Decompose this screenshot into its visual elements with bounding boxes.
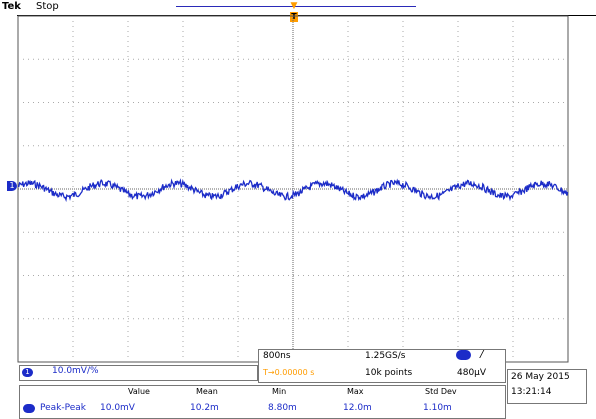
datetime-readout (507, 369, 587, 404)
horizontal-scale: 800ns (263, 351, 291, 361)
acquisition-state: Stop (36, 1, 59, 12)
channel-1-ground-marker[interactable]: 1 (7, 181, 17, 191)
measurement-header-mean: Mean (196, 387, 218, 396)
measurement-source-icon (23, 404, 35, 413)
record-length: 10k points (365, 368, 413, 378)
record-view-bar (176, 6, 416, 7)
channel-1-indicator-icon: 1 (22, 368, 33, 377)
measurement-min: 8.80m (268, 403, 297, 413)
measurement-max: 12.0m (343, 403, 372, 413)
measurement-header-min: Min (272, 387, 287, 396)
sample-rate: 1.25GS/s (365, 351, 406, 361)
trigger-position-arrow-icon: ▼ (290, 1, 298, 11)
trigger-source-icon (456, 350, 471, 360)
measurement-mean: 10.2m (190, 403, 219, 413)
channel-1-waveform (17, 178, 569, 203)
measurement-name: Peak-Peak (40, 403, 86, 413)
horizontal-delay: T→0.00000 s (263, 368, 315, 377)
measurement-header-max: Max (347, 387, 364, 396)
measurement-header-std-dev: Std Dev (425, 387, 457, 396)
measurement-value: 10.0mV (100, 403, 135, 413)
trigger-slope-icon: / (480, 349, 484, 360)
trigger-level: 480µV (457, 368, 487, 378)
channel-1-scale: 10.0mV/% (52, 366, 99, 376)
date: 26 May 2015 (511, 372, 570, 382)
brand-logo: Tek (2, 1, 21, 12)
channel-1-readout[interactable] (19, 365, 258, 381)
measurement-std-dev: 1.10m (423, 403, 452, 413)
graticule-grid (18, 16, 568, 362)
measurement-header-value: Value (128, 387, 150, 396)
time: 13:21:14 (511, 387, 552, 397)
